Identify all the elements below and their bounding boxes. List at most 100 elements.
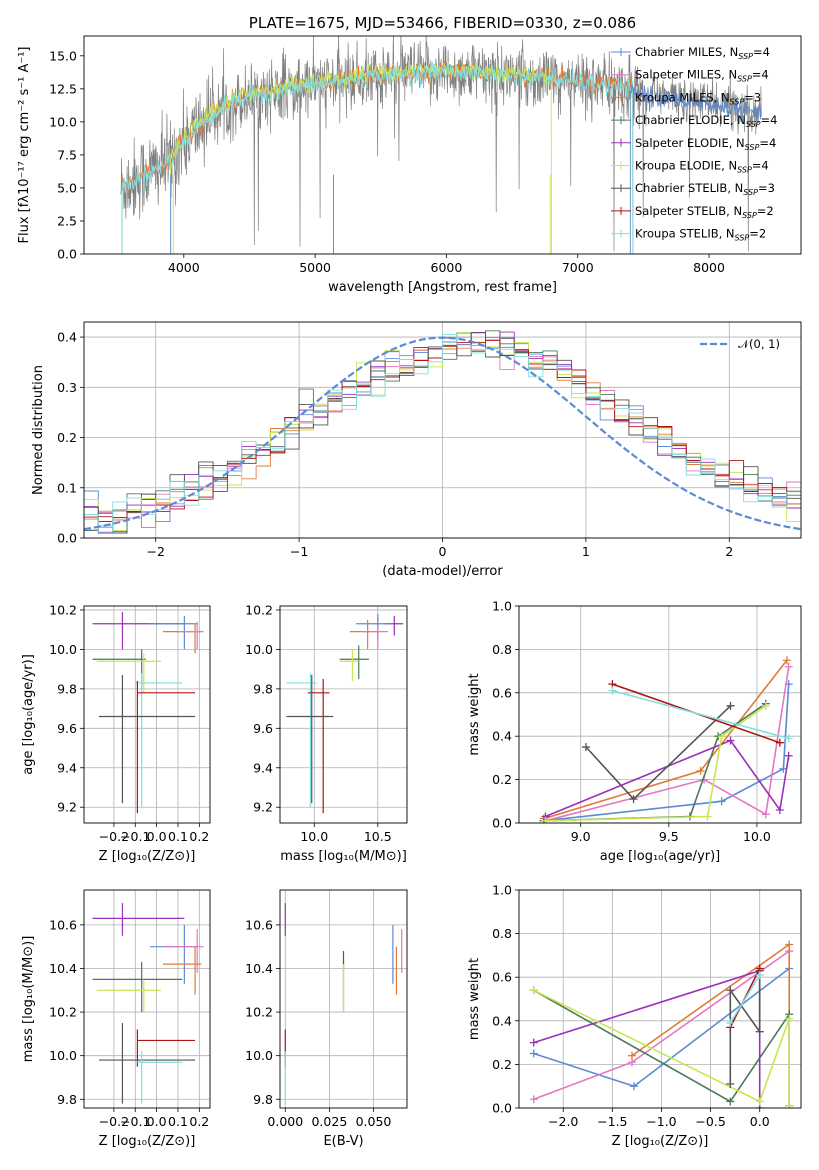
panel-age_vs_mass: 10.0 10.5 9.2 9.4 9.6 9.8 10.0 10.2 mass [log₁₀(…: [245, 602, 408, 864]
errorbar-point: [150, 924, 198, 984]
panel-weight_vs_Z: −2.0 −1.5 −1.0 −0.5 0.0 0.0 0.2 0.4 0.6 0.8 1.0 Z […: [467, 883, 802, 1149]
y-tick-label: 10.6: [49, 917, 77, 932]
weight-line: [545, 666, 790, 822]
y-tick-label: 0.1: [57, 480, 77, 495]
weight-marker: [627, 1051, 636, 1060]
x-tick-label: −1.0: [646, 1114, 676, 1129]
x-tick-label: −0.2: [99, 1114, 129, 1129]
errorbar-point: [96, 979, 161, 1013]
y-axis-label: age [log₁₀(age/yr)]: [21, 654, 36, 775]
plot-area: [92, 611, 204, 814]
x-tick-label: 9.0: [571, 829, 591, 844]
plot-area: [286, 613, 404, 814]
model-line: [629, 83, 762, 254]
y-axis-label: Flux [fλ10⁻¹⁷ erg cm⁻² s⁻¹ A⁻¹]: [17, 47, 32, 244]
panel-age_vs_Z: −0.2−0.10.0 0.1 0.2 9.2 9.4 9.6 9.8 10.0 10.2 Z […: [21, 602, 211, 864]
axes-frame: [279, 605, 408, 824]
x-axis-label: age [log₁₀(age/yr)]: [600, 849, 721, 864]
y-tick-label: 0.2: [57, 430, 77, 445]
y-tick-label: 10.6: [245, 917, 273, 932]
y-tick-label: 0.8: [492, 926, 512, 941]
y-tick-label: 9.8: [253, 1092, 273, 1107]
x-axis-label: mass [log₁₀(M/M⊙)]: [280, 849, 407, 864]
weight-marker: [529, 1049, 538, 1058]
errorbar-point: [92, 611, 185, 650]
errorbar-point: [286, 675, 334, 804]
model-line: [121, 60, 634, 254]
x-tick-label: 0.2: [189, 829, 209, 844]
x-axis-label: (data-model)/error: [382, 564, 503, 579]
weight-marker: [726, 986, 735, 995]
axes-frame: [83, 889, 211, 1109]
x-tick-label: 0.1: [168, 829, 188, 844]
weight-marker: [726, 1097, 735, 1106]
x-axis-label: wavelength [Angstrom, rest frame]: [328, 280, 557, 295]
x-tick-label: 9.5: [659, 829, 679, 844]
legend-entry: Kroupa STELIB, NSSP=2: [635, 227, 766, 243]
x-tick-label: −0.1: [120, 1114, 150, 1129]
ticks: 4000 5000 6000 7000 8000 0.0 2.5 5.0 7.5 10.0 12.5…: [49, 48, 725, 275]
x-tick-label: −2.0: [548, 1114, 578, 1129]
weight-marker: [755, 971, 764, 980]
y-tick-label: 9.6: [253, 721, 273, 736]
x-tick-label: 0.0: [147, 829, 167, 844]
y-tick-label: 10.0: [245, 1048, 273, 1063]
legend-entry: Salpeter MILES, NSSP=4: [635, 68, 769, 84]
x-axis-label: E(B-V): [323, 1134, 363, 1149]
y-tick-label: 0.6: [492, 685, 512, 700]
errorbar-point: [135, 673, 183, 808]
legend-entry: Chabrier ELODIE, NSSP=4: [635, 113, 777, 129]
weight-marker: [755, 1027, 764, 1036]
weight-marker: [784, 662, 793, 671]
legend: Chabrier MILES, NSSP=4 Salpeter MILES, NS…: [611, 45, 777, 243]
y-tick-label: 1.0: [492, 883, 512, 898]
weight-line: [545, 705, 767, 822]
plot-area: [84, 330, 801, 534]
errorbar-point: [163, 946, 202, 995]
y-tick-label: 0.0: [492, 816, 512, 831]
y-tick-label: 9.6: [57, 721, 77, 736]
axes-frame: [83, 605, 211, 824]
x-tick-label: 0.1: [168, 1114, 188, 1129]
axes-frame: [279, 889, 408, 1109]
ticks: −2.0 −1.5 −1.0 −0.5 0.0 0.0 0.2 0.4 0.6 0.8 1.0: [492, 883, 770, 1130]
data-spectrum-line: [120, 36, 762, 252]
weight-marker: [785, 1014, 794, 1023]
x-tick-label: 5000: [299, 260, 331, 275]
legend-entry: 𝒩(0, 1): [738, 337, 780, 351]
weight-line: [585, 705, 732, 801]
grid: [84, 890, 210, 1108]
weight-marker: [761, 810, 770, 819]
legend-entry: Kroupa ELODIE, NSSP=4: [635, 159, 769, 175]
y-tick-label: 9.4: [253, 760, 273, 775]
y-tick-label: 0.2: [492, 772, 512, 787]
x-axis-label: Z [log₁₀(Z/Z⊙)]: [99, 1134, 196, 1149]
y-tick-label: 5.0: [57, 180, 77, 195]
weight-marker: [782, 656, 791, 665]
weight-marker: [529, 986, 538, 995]
x-tick-label: −1.5: [597, 1114, 627, 1129]
y-tick-label: 10.0: [49, 114, 77, 129]
plot-area: [92, 903, 204, 1104]
chart-title: PLATE=1675, MJD=53466, FIBERID=0330, z=0…: [249, 14, 636, 32]
weight-marker: [717, 732, 726, 741]
x-axis-label: Z [log₁₀(Z/Z⊙)]: [612, 1134, 709, 1149]
y-axis-label: mass weight: [467, 673, 482, 755]
y-tick-label: 9.4: [57, 760, 77, 775]
y-tick-label: 2.5: [57, 213, 77, 228]
weight-marker: [529, 1038, 538, 1047]
y-tick-label: 15.0: [49, 48, 77, 63]
y-tick-label: 0.6: [492, 970, 512, 985]
x-tick-label: 10.0: [300, 829, 328, 844]
errorbar-point: [98, 675, 196, 804]
x-tick-label: 0: [439, 544, 447, 559]
ticks: 0.000 0.025 0.050 9.8 10.0 10.2 10.4 10.6: [245, 917, 391, 1129]
x-tick-label: 4000: [168, 260, 200, 275]
plot-area: [284, 903, 403, 1104]
axes-frame: [518, 605, 802, 824]
x-tick-label: 10.0: [743, 829, 771, 844]
x-tick-label: 0.0: [750, 1114, 770, 1129]
panel-weight_vs_age: 9.0 9.5 10.0 0.0 0.2 0.4 0.6 0.8 1.0 age [log₁₀(a…: [467, 599, 802, 864]
axes-frame: [83, 321, 802, 539]
errorbar-point: [356, 613, 391, 640]
